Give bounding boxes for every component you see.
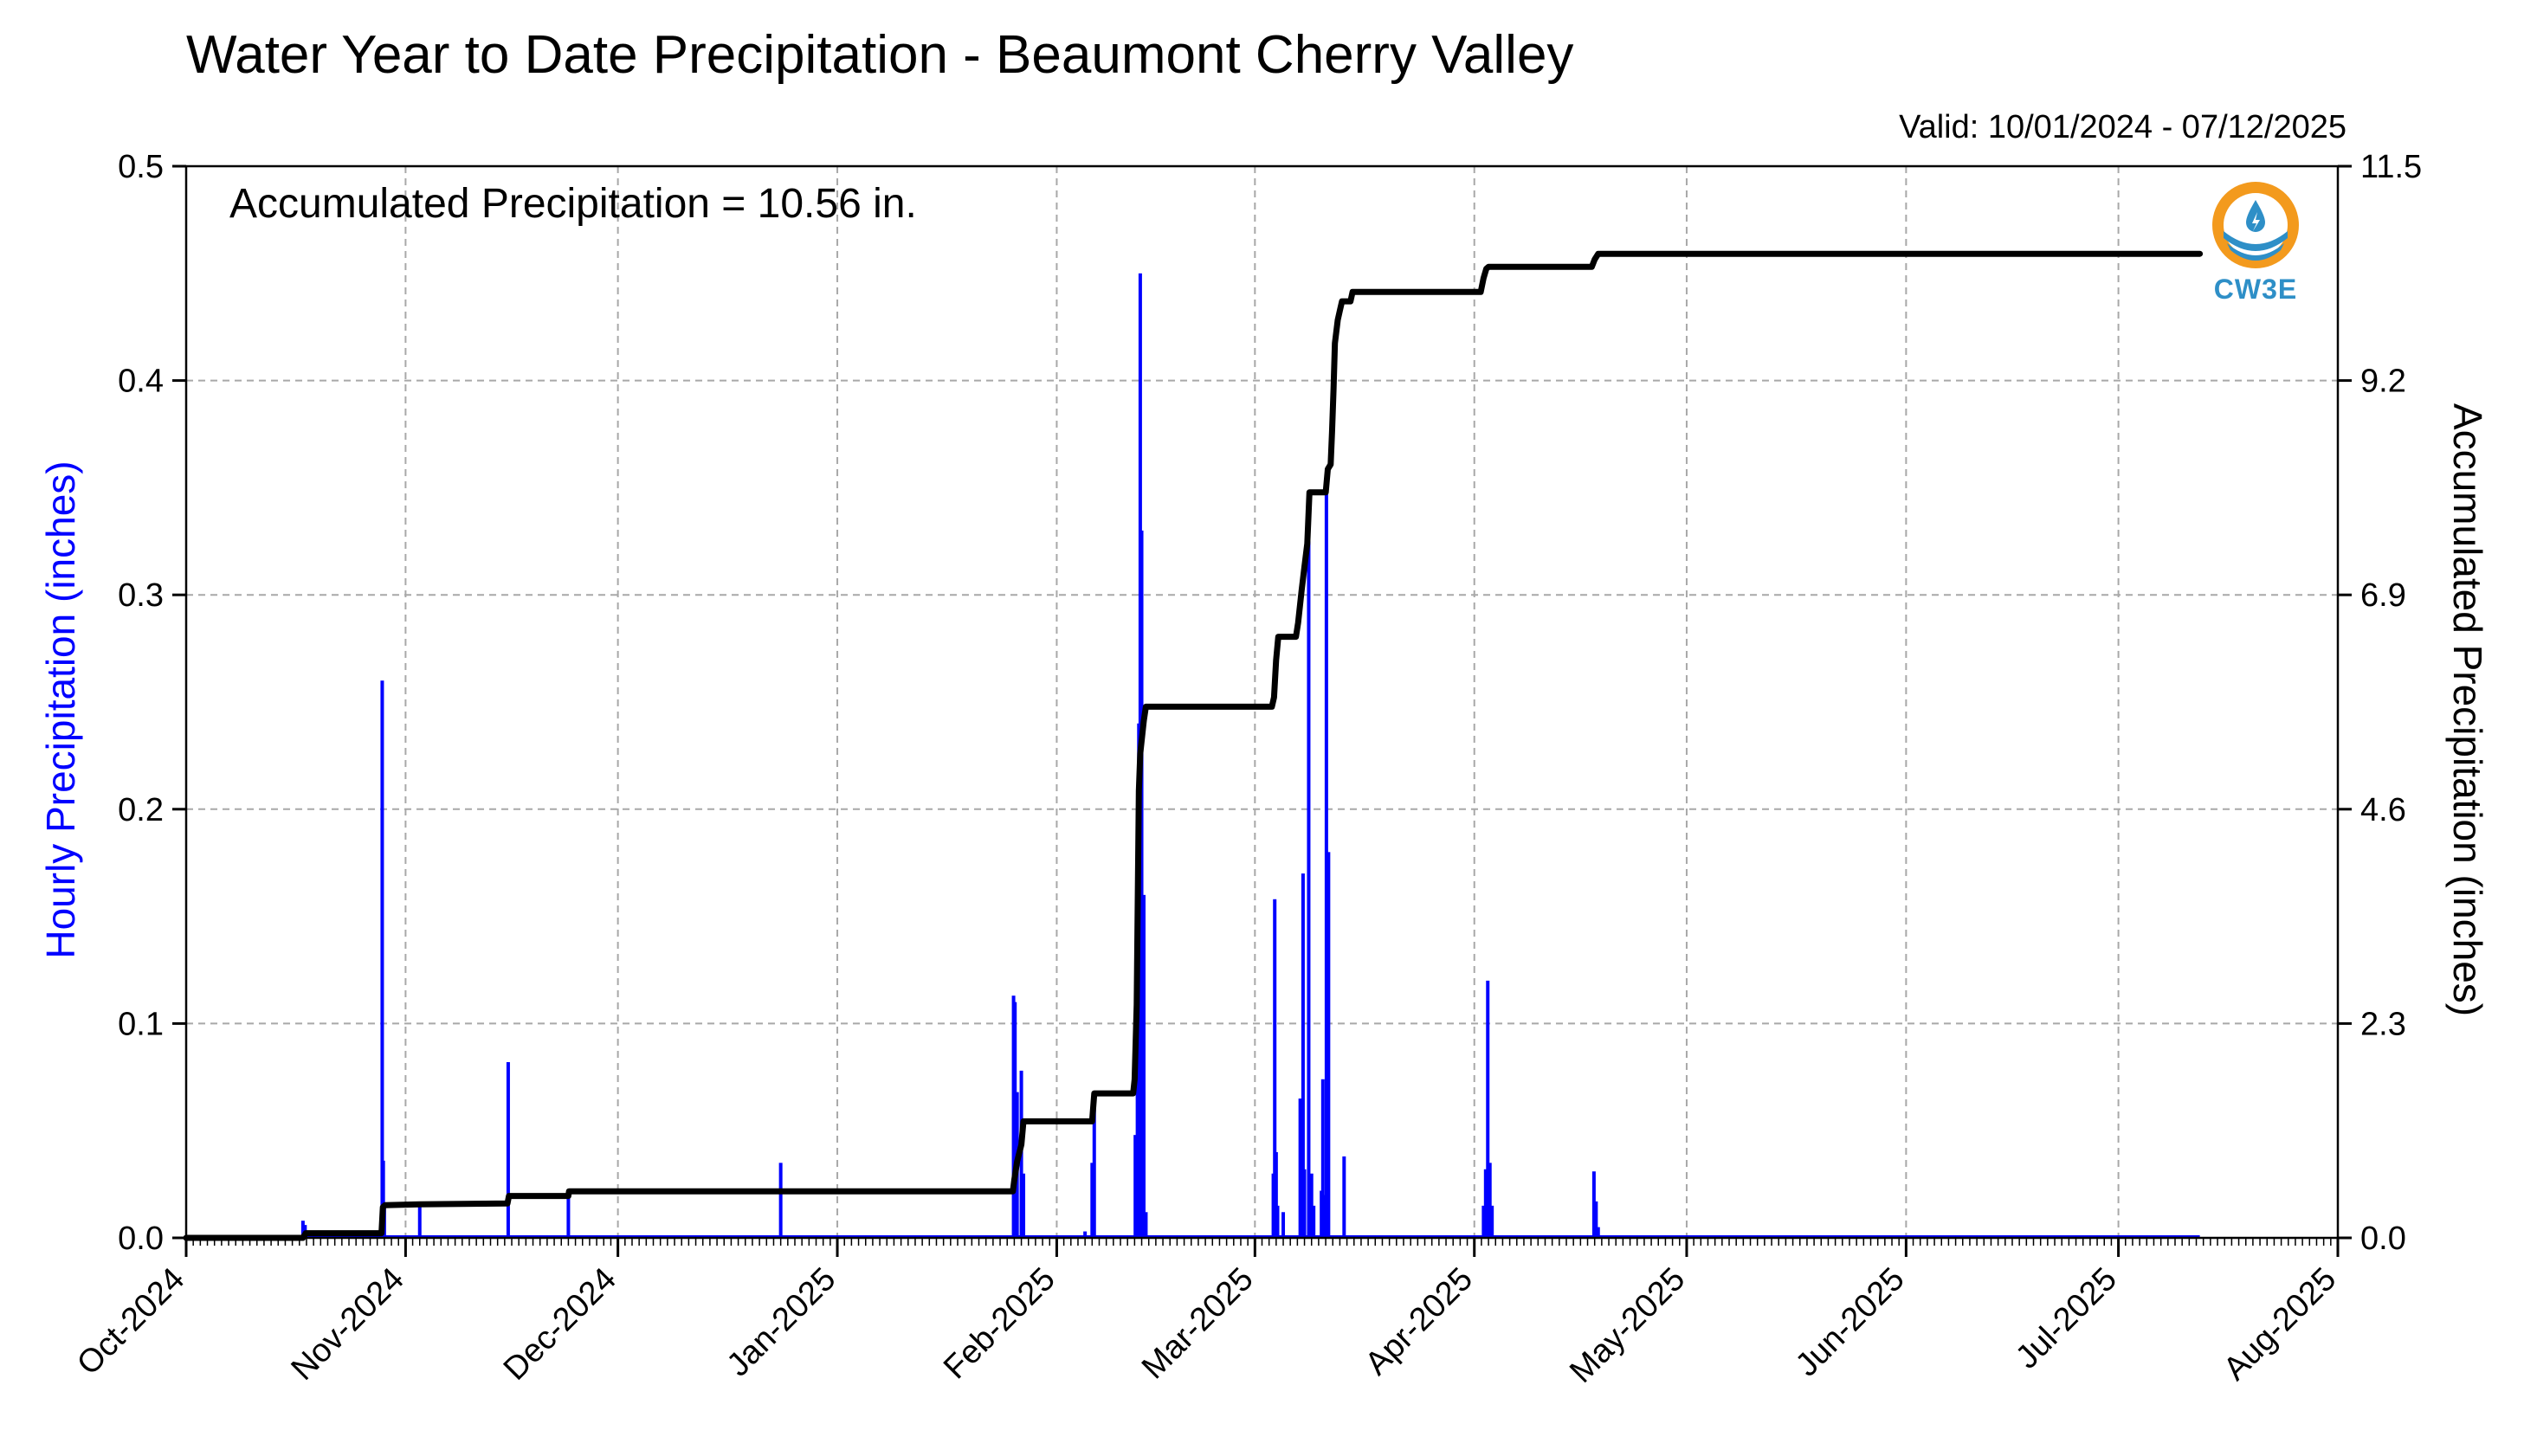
y-right-tick-label: 0.0 bbox=[2360, 1221, 2406, 1257]
hourly-bar bbox=[1594, 1201, 1598, 1238]
y-right-tick-label: 9.2 bbox=[2360, 364, 2406, 400]
hourly-bar bbox=[1281, 1212, 1286, 1238]
y-right-tick-label: 2.3 bbox=[2360, 1006, 2406, 1042]
cw3e-logo: CW3E bbox=[2199, 177, 2312, 306]
valid-date-range: Valid: 10/01/2024 - 07/12/2025 bbox=[1899, 109, 2346, 145]
y-right-tick-label: 6.9 bbox=[2360, 577, 2406, 614]
x-tick-label: Jun-2025 bbox=[1789, 1261, 1912, 1384]
y-left-tick-label: 0.0 bbox=[118, 1221, 164, 1257]
hourly-bar bbox=[506, 1061, 510, 1238]
hourly-bar bbox=[1312, 1205, 1316, 1238]
hourly-bar bbox=[1139, 530, 1144, 1238]
hourly-bar bbox=[1301, 873, 1305, 1238]
hourly-bar bbox=[1488, 1163, 1492, 1238]
y-left-tick-label: 0.5 bbox=[118, 149, 164, 185]
hourly-bar bbox=[1273, 899, 1277, 1238]
hourly-bar bbox=[380, 680, 384, 1238]
hourly-bar bbox=[1342, 1156, 1346, 1238]
hourly-bar bbox=[1298, 1098, 1302, 1238]
x-tick-label: May-2025 bbox=[1563, 1261, 1692, 1390]
x-tick-label: Jan-2025 bbox=[720, 1261, 843, 1384]
accumulated-precip-line bbox=[183, 250, 2204, 1241]
hourly-bar bbox=[1490, 1205, 1494, 1238]
x-tick-label: Dec-2024 bbox=[497, 1261, 623, 1388]
hourly-bar bbox=[300, 1221, 305, 1238]
y-left-tick-label: 0.4 bbox=[118, 364, 164, 400]
hourly-bar bbox=[1591, 1171, 1596, 1238]
hourly-bar bbox=[1133, 1135, 1138, 1238]
cw3e-logo-text: CW3E bbox=[2213, 274, 2298, 305]
hourly-bar bbox=[1327, 852, 1331, 1238]
hourly-bar bbox=[1320, 1079, 1325, 1238]
x-tick-label: Aug-2025 bbox=[2217, 1261, 2343, 1388]
x-tick-label: Oct-2024 bbox=[70, 1261, 191, 1382]
x-tick-label: Mar-2025 bbox=[1135, 1261, 1261, 1387]
x-tick-label: Jul-2025 bbox=[2009, 1261, 2124, 1376]
hourly-bar bbox=[1486, 980, 1490, 1238]
accumulated-line bbox=[183, 250, 2204, 1241]
hourly-bar bbox=[1144, 1212, 1148, 1238]
left-axis-label: Hourly Precipitation (inches) bbox=[38, 461, 83, 959]
y-right-tick-label: 11.5 bbox=[2360, 149, 2422, 185]
y-right-tick-label: 4.6 bbox=[2360, 792, 2406, 828]
hourly-bar bbox=[1302, 1169, 1307, 1238]
hourly-bar bbox=[778, 1163, 783, 1238]
right-axis-label: Accumulated Precipitation (inches) bbox=[2445, 403, 2490, 1017]
x-tick-label: Apr-2025 bbox=[1359, 1261, 1480, 1382]
x-tick-label: Feb-2025 bbox=[937, 1261, 1062, 1387]
hourly-bar bbox=[1083, 1231, 1088, 1238]
hourly-bar bbox=[1322, 1195, 1327, 1238]
hourly-bar bbox=[1481, 1205, 1486, 1238]
hourly-bar bbox=[1092, 1109, 1096, 1238]
hourly-bar bbox=[1141, 894, 1146, 1238]
hourly-bar bbox=[1275, 1205, 1280, 1238]
cw3e-logo-icon bbox=[2212, 182, 2299, 268]
hourly-bar bbox=[1483, 1169, 1488, 1238]
hourly-bar bbox=[1013, 1002, 1017, 1238]
y-left-tick-label: 0.2 bbox=[118, 792, 164, 828]
y-left-tick-label: 0.3 bbox=[118, 577, 164, 614]
hourly-bar bbox=[417, 1203, 422, 1238]
hourly-bar bbox=[566, 1195, 571, 1238]
accumulated-total-annotation: Accumulated Precipitation = 10.56 in. bbox=[229, 181, 917, 227]
hourly-bar bbox=[1274, 1151, 1278, 1238]
x-tick-label: Nov-2024 bbox=[285, 1261, 411, 1388]
hourly-bar bbox=[1309, 1173, 1314, 1238]
hourly-bar bbox=[1324, 487, 1328, 1238]
hourly-bar bbox=[1022, 1173, 1026, 1238]
hourly-bar bbox=[381, 1160, 385, 1238]
hourly-bar bbox=[1596, 1227, 1600, 1238]
hourly-bar bbox=[1090, 1163, 1094, 1238]
hourly-bars bbox=[186, 273, 2200, 1238]
grid-lines bbox=[186, 166, 2338, 1238]
chart-title: Water Year to Date Precipitation - Beaum… bbox=[186, 25, 1574, 85]
hourly-bar bbox=[1307, 541, 1311, 1238]
y-left-tick-label: 0.1 bbox=[118, 1006, 164, 1042]
